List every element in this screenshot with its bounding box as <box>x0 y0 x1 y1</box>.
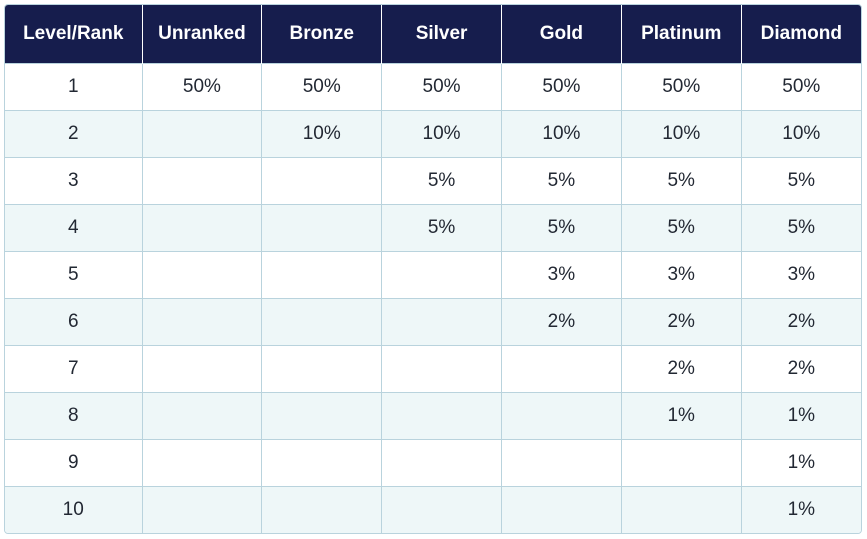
cell-bronze <box>261 392 383 440</box>
header-unranked: Unranked <box>142 5 263 64</box>
table-row: 8 1% 1% <box>5 392 861 440</box>
cell-gold <box>501 486 622 533</box>
header-diamond: Diamond <box>741 5 861 64</box>
cell-platinum: 50% <box>621 63 742 111</box>
cell-silver <box>381 392 502 440</box>
cell-platinum: 1% <box>621 392 742 440</box>
header-silver: Silver <box>381 5 502 64</box>
table-row: 9 1% <box>5 439 861 487</box>
cell-diamond: 1% <box>741 486 861 533</box>
cell-silver <box>381 439 502 487</box>
cell-silver <box>381 345 502 393</box>
cell-diamond: 2% <box>741 345 861 393</box>
cell-gold <box>501 392 622 440</box>
cell-diamond: 3% <box>741 251 861 299</box>
cell-unranked <box>142 392 263 440</box>
cell-platinum: 5% <box>621 157 742 205</box>
table-row: 10 1% <box>5 486 861 533</box>
table-row: 5 3% 3% 3% <box>5 251 861 299</box>
cell-unranked <box>142 110 263 158</box>
cell-diamond: 5% <box>741 157 861 205</box>
cell-platinum: 3% <box>621 251 742 299</box>
rank-commission-table-container: Level/Rank Unranked Bronze Silver Gold P… <box>4 4 862 534</box>
cell-level: 2 <box>5 110 143 158</box>
cell-unranked <box>142 157 263 205</box>
cell-level: 10 <box>5 486 143 533</box>
cell-diamond: 5% <box>741 204 861 252</box>
cell-bronze <box>261 298 383 346</box>
cell-level: 6 <box>5 298 143 346</box>
table-row: 6 2% 2% 2% <box>5 298 861 346</box>
cell-bronze <box>261 204 383 252</box>
header-gold: Gold <box>501 5 622 64</box>
cell-gold: 50% <box>501 63 622 111</box>
cell-platinum: 5% <box>621 204 742 252</box>
cell-platinum <box>621 486 742 533</box>
cell-platinum: 2% <box>621 345 742 393</box>
header-platinum: Platinum <box>621 5 742 64</box>
cell-level: 5 <box>5 251 143 299</box>
cell-bronze <box>261 486 383 533</box>
cell-level: 8 <box>5 392 143 440</box>
cell-unranked: 50% <box>142 63 263 111</box>
cell-level: 4 <box>5 204 143 252</box>
cell-bronze <box>261 251 383 299</box>
cell-gold <box>501 439 622 487</box>
cell-gold: 5% <box>501 157 622 205</box>
cell-diamond: 10% <box>741 110 861 158</box>
cell-gold: 10% <box>501 110 622 158</box>
table-row: 1 50% 50% 50% 50% 50% 50% <box>5 63 861 111</box>
cell-unranked <box>142 345 263 393</box>
table-row: 3 5% 5% 5% 5% <box>5 157 861 205</box>
cell-diamond: 2% <box>741 298 861 346</box>
cell-silver: 10% <box>381 110 502 158</box>
cell-unranked <box>142 486 263 533</box>
table-row: 7 2% 2% <box>5 345 861 393</box>
cell-silver: 50% <box>381 63 502 111</box>
cell-platinum: 2% <box>621 298 742 346</box>
cell-level: 7 <box>5 345 143 393</box>
header-bronze: Bronze <box>261 5 383 64</box>
cell-bronze <box>261 345 383 393</box>
cell-gold: 3% <box>501 251 622 299</box>
cell-gold: 2% <box>501 298 622 346</box>
cell-unranked <box>142 251 263 299</box>
cell-silver <box>381 251 502 299</box>
header-level-rank: Level/Rank <box>5 5 143 64</box>
cell-level: 3 <box>5 157 143 205</box>
cell-unranked <box>142 298 263 346</box>
cell-unranked <box>142 439 263 487</box>
cell-diamond: 1% <box>741 392 861 440</box>
cell-diamond: 50% <box>741 63 861 111</box>
table-row: 4 5% 5% 5% 5% <box>5 204 861 252</box>
cell-level: 9 <box>5 439 143 487</box>
cell-bronze: 10% <box>261 110 383 158</box>
cell-gold: 5% <box>501 204 622 252</box>
cell-platinum: 10% <box>621 110 742 158</box>
cell-unranked <box>142 204 263 252</box>
cell-bronze: 50% <box>261 63 383 111</box>
cell-platinum <box>621 439 742 487</box>
cell-bronze <box>261 157 383 205</box>
rank-commission-table: Level/Rank Unranked Bronze Silver Gold P… <box>5 5 861 533</box>
cell-silver <box>381 486 502 533</box>
header-row: Level/Rank Unranked Bronze Silver Gold P… <box>5 5 861 64</box>
cell-level: 1 <box>5 63 143 111</box>
cell-gold <box>501 345 622 393</box>
table-body: 1 50% 50% 50% 50% 50% 50% 2 10% 10% 10% 10% 10% 3 5% 5%… <box>5 63 861 533</box>
cell-silver: 5% <box>381 204 502 252</box>
cell-silver <box>381 298 502 346</box>
cell-silver: 5% <box>381 157 502 205</box>
cell-bronze <box>261 439 383 487</box>
cell-diamond: 1% <box>741 439 861 487</box>
table-row: 2 10% 10% 10% 10% 10% <box>5 110 861 158</box>
table-header: Level/Rank Unranked Bronze Silver Gold P… <box>5 5 861 64</box>
